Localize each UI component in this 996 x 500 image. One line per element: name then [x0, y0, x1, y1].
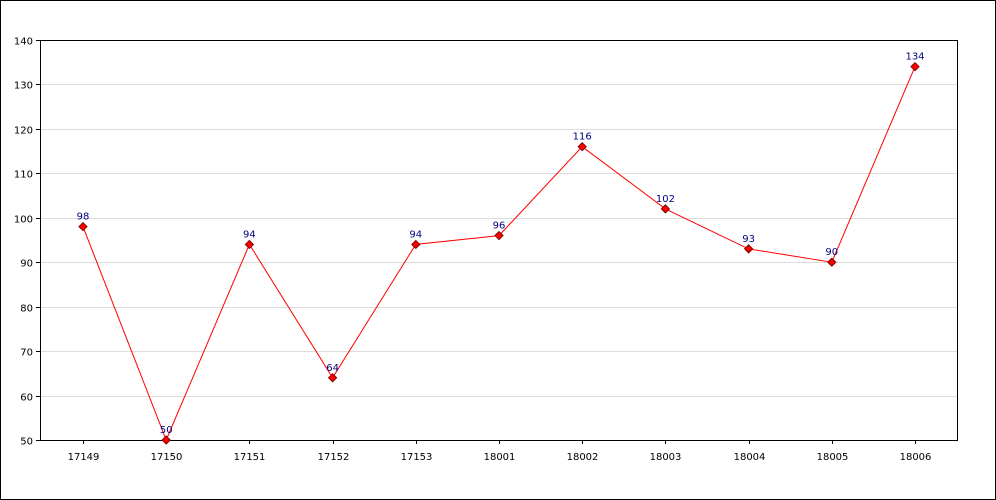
- x-tick-label: 18006: [900, 452, 932, 463]
- data-point: [161, 435, 171, 445]
- data-point: [660, 204, 671, 214]
- data-point: [743, 244, 754, 254]
- data-label: 94: [243, 229, 256, 240]
- y-tick-label: 100: [14, 215, 33, 226]
- data-label: 134: [905, 52, 924, 63]
- y-axis: 50 60 70 80 90 100 110 120 130 140: [14, 37, 40, 448]
- x-tick-label: 17152: [318, 452, 350, 463]
- plot-area: [40, 40, 958, 441]
- data-point: [494, 230, 504, 241]
- y-tick-label: 140: [14, 37, 33, 48]
- data-markers: [78, 61, 920, 445]
- data-point: [411, 239, 421, 250]
- data-label: 98: [77, 212, 90, 223]
- y-tick-label: 60: [20, 393, 33, 404]
- data-point: [78, 221, 88, 232]
- x-tick-label: 17149: [68, 452, 100, 463]
- x-tick-label: 18004: [734, 452, 766, 463]
- data-point: [327, 373, 338, 383]
- data-label: 50: [160, 425, 173, 436]
- data-label: 102: [656, 194, 675, 205]
- data-point: [910, 61, 920, 72]
- x-axis: 17149 17150 17151 17152 17153 18001 18002 18003…: [68, 440, 932, 463]
- series-line: [82, 66, 916, 442]
- x-tick-label: 18002: [567, 452, 599, 463]
- data-label: 94: [409, 229, 422, 240]
- y-tick-label: 130: [14, 81, 33, 92]
- grid-lines: [40, 84, 957, 397]
- data-label: 96: [493, 221, 506, 232]
- x-tick-label: 17151: [234, 452, 266, 463]
- y-tick-label: 80: [20, 304, 33, 315]
- y-tick-label: 90: [20, 259, 33, 270]
- x-tick-label: 17153: [401, 452, 433, 463]
- y-tick-label: 50: [20, 437, 33, 448]
- x-tick-label: 18005: [817, 452, 849, 463]
- y-tick-label: 120: [14, 126, 33, 137]
- data-label: 116: [573, 132, 592, 143]
- y-tick-label: 110: [14, 170, 33, 181]
- x-tick-label: 18001: [484, 452, 516, 463]
- x-tick-label: 18003: [650, 452, 682, 463]
- data-point: [577, 141, 587, 152]
- data-labels: 98 50 94 64 94 96 116 102 93 90 134: [77, 52, 925, 436]
- y-tick-label: 70: [20, 348, 33, 359]
- data-label: 64: [326, 363, 339, 374]
- data-label: 93: [742, 234, 755, 245]
- data-point: [244, 239, 255, 250]
- x-tick-label: 17150: [151, 452, 183, 463]
- data-label: 90: [825, 247, 838, 258]
- data-point: [827, 257, 837, 267]
